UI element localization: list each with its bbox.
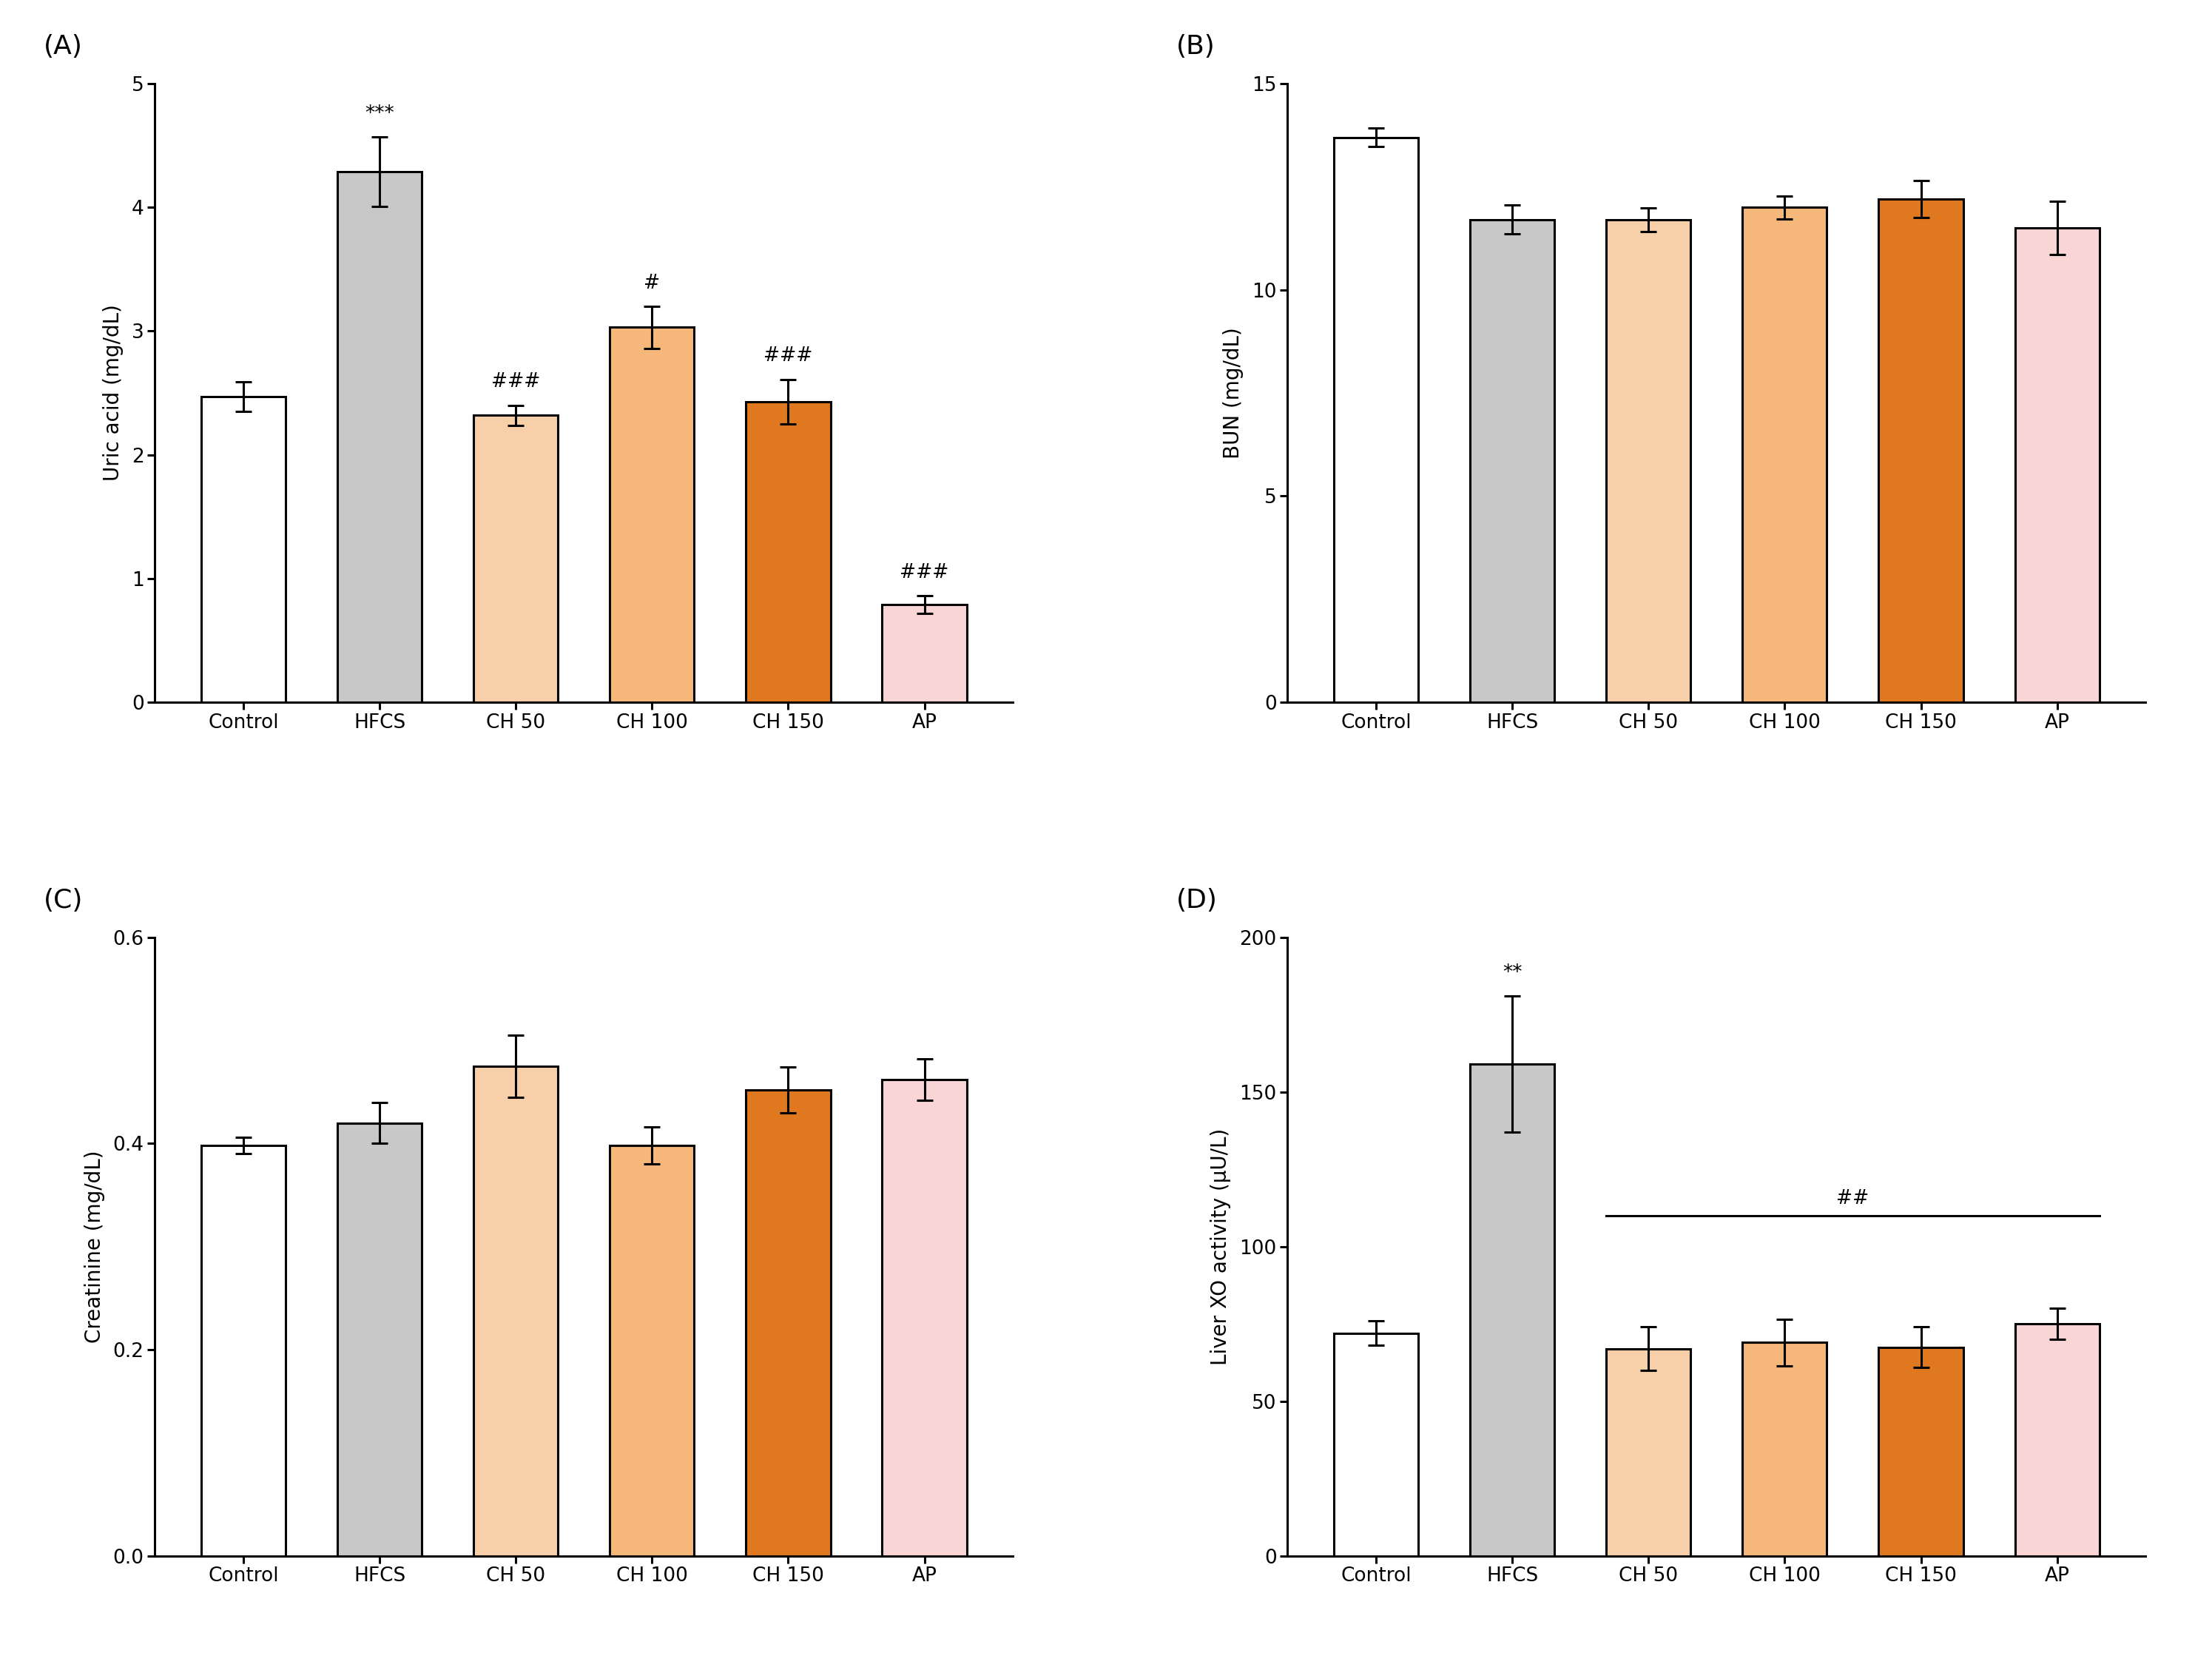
- Bar: [1878, 1347, 1962, 1556]
- Text: (A): (A): [44, 33, 82, 59]
- Bar: [1743, 207, 1827, 703]
- Text: **: **: [1502, 964, 1522, 982]
- Bar: [473, 1066, 557, 1556]
- Bar: [1334, 137, 1418, 703]
- Bar: [1606, 1348, 1690, 1556]
- Bar: [883, 604, 967, 703]
- Bar: [473, 415, 557, 703]
- Bar: [1606, 219, 1690, 703]
- Bar: [745, 1089, 830, 1556]
- Bar: [611, 328, 695, 703]
- Bar: [1334, 1333, 1418, 1556]
- Y-axis label: BUN (mg/dL): BUN (mg/dL): [1223, 328, 1243, 458]
- Bar: [1743, 1342, 1827, 1556]
- Text: #: #: [644, 273, 659, 293]
- Text: (C): (C): [44, 888, 82, 913]
- Text: ###: ###: [491, 373, 540, 391]
- Bar: [1878, 199, 1962, 703]
- Y-axis label: Creatinine (mg/dL): Creatinine (mg/dL): [84, 1151, 104, 1343]
- Y-axis label: Uric acid (mg/dL): Uric acid (mg/dL): [102, 304, 124, 482]
- Bar: [883, 1079, 967, 1556]
- Bar: [745, 402, 830, 703]
- Y-axis label: Liver XO activity (μU/L): Liver XO activity (μU/L): [1210, 1128, 1232, 1365]
- Text: ##: ##: [1836, 1190, 1869, 1208]
- Bar: [201, 397, 285, 703]
- Text: (B): (B): [1177, 33, 1214, 59]
- Bar: [611, 1146, 695, 1556]
- Bar: [2015, 1323, 2099, 1556]
- Bar: [2015, 228, 2099, 703]
- Text: ***: ***: [365, 104, 394, 124]
- Bar: [1471, 1064, 1555, 1556]
- Text: (D): (D): [1177, 888, 1217, 913]
- Bar: [338, 1123, 422, 1556]
- Bar: [201, 1146, 285, 1556]
- Bar: [1471, 219, 1555, 703]
- Text: ###: ###: [763, 346, 812, 366]
- Text: ###: ###: [900, 564, 949, 582]
- Bar: [338, 172, 422, 703]
